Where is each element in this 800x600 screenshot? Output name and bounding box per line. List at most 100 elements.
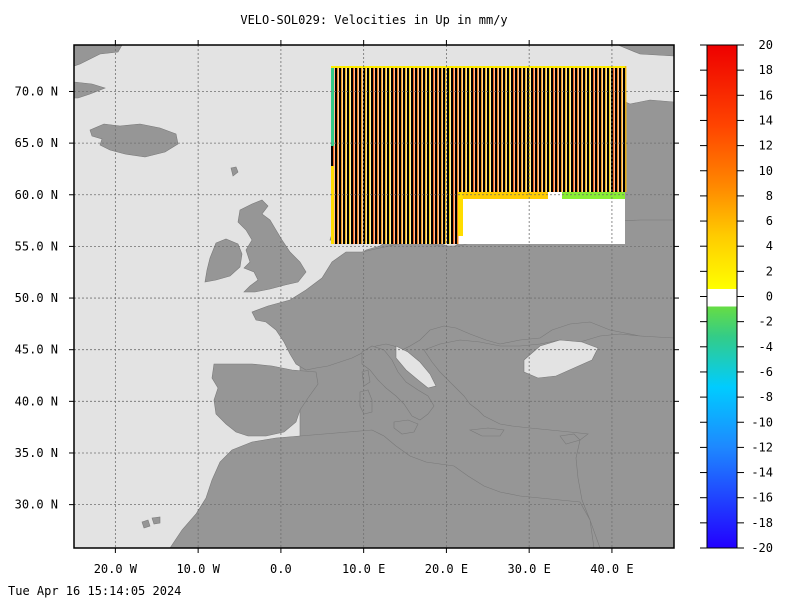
- velocity-stripe-color: [557, 66, 559, 192]
- colorbar-tick-label: 6: [766, 214, 773, 228]
- velocity-stripe-dark: [559, 66, 562, 192]
- velocity-stripe-color: [429, 66, 431, 244]
- lon-tick-label: 30.0 E: [507, 562, 550, 576]
- velocity-edge-green: [331, 66, 334, 146]
- velocity-stripe-color: [489, 66, 491, 192]
- velocity-stripe-dark: [539, 66, 542, 192]
- colorbar-tick-label: 16: [759, 88, 773, 102]
- velocity-stripe-color: [605, 66, 607, 192]
- velocity-stripe-dark: [359, 66, 362, 244]
- land-canary-islands: [141, 519, 151, 529]
- velocity-stripe-color: [469, 66, 471, 192]
- lon-tick-label: 20.0 W: [94, 562, 138, 576]
- velocity-stripe-dark: [343, 66, 346, 244]
- velocity-stripes: [331, 66, 627, 244]
- velocity-stripe-color: [553, 66, 555, 192]
- velocity-stripe-color: [497, 66, 499, 192]
- velocity-stripe-color: [413, 66, 415, 244]
- velocity-stripe-color: [601, 66, 603, 192]
- velocity-stripe-dark: [419, 66, 422, 244]
- land-canary-islands-2: [151, 516, 161, 525]
- velocity-stripe-color: [341, 66, 343, 244]
- velocity-stripe-color: [465, 66, 467, 192]
- velocity-stripe-dark: [363, 66, 366, 244]
- velocity-stripe-dark: [403, 66, 406, 244]
- velocity-stripe-dark: [547, 66, 550, 192]
- velocity-stripe-dark: [615, 66, 618, 192]
- velocity-stripe-dark: [623, 66, 626, 192]
- velocity-stripe-dark: [467, 66, 470, 192]
- velocity-stripe-dark: [407, 66, 410, 244]
- velocity-stripe-dark: [471, 66, 474, 192]
- colorbar-tick-label: 12: [759, 139, 773, 153]
- graticule: [74, 45, 674, 548]
- colorbar-tick-label: -6: [759, 365, 773, 379]
- velocity-stripe-color: [585, 66, 587, 192]
- velocity-stripe-color: [625, 66, 627, 192]
- velocity-stripe-dark: [411, 66, 414, 244]
- velocity-stripe-color: [353, 66, 355, 244]
- velocity-stripe-dark: [535, 66, 538, 192]
- velocity-stripe-color: [525, 66, 527, 192]
- velocity-stripe-color: [421, 66, 423, 244]
- lat-tick-label: 50.0 N: [15, 291, 58, 305]
- lon-tick-label: 20.0 E: [425, 562, 468, 576]
- colorbar-gradient: [707, 45, 737, 548]
- velocity-stripe-color: [417, 66, 419, 244]
- velocity-stripe-dark: [603, 66, 606, 192]
- velocity-stripe-dark: [599, 66, 602, 192]
- land-africa: [169, 429, 595, 548]
- land-sicily: [393, 419, 419, 435]
- colorbar-ticks: 20181614121086420-2-4-6-8-10-12-14-16-18…: [700, 38, 773, 555]
- velocity-stripe-color: [537, 66, 539, 192]
- velocity-stripe-dark: [387, 66, 390, 244]
- colorbar-tick-label: 4: [766, 239, 773, 253]
- land-faroe: [230, 166, 239, 177]
- velocity-stripe-color: [349, 66, 351, 244]
- velocity-stripe-dark: [375, 66, 378, 244]
- velocity-stripe-color: [405, 66, 407, 244]
- velocity-stripe-color: [513, 66, 515, 192]
- colorbar-tick-label: -18: [751, 516, 773, 530]
- velocity-stripe-color: [593, 66, 595, 192]
- velocity-stripe-dark: [351, 66, 354, 244]
- land-iceland: [89, 123, 179, 158]
- velocity-stripe-color: [433, 66, 435, 244]
- velocity-stripe-color: [369, 66, 371, 244]
- velocity-stripe-dark: [451, 66, 454, 244]
- velocity-stripe-dark: [575, 66, 578, 192]
- velocity-stripe-color: [549, 66, 551, 192]
- land-greenland: [74, 45, 123, 67]
- lat-tick-label: 30.0 N: [15, 498, 58, 512]
- velocity-stripe-dark: [455, 66, 458, 244]
- velocity-stripe-dark: [563, 66, 566, 192]
- lat-tick-label: 35.0 N: [15, 446, 58, 460]
- velocity-stripe-dark: [391, 66, 394, 244]
- velocity-stripe-color: [389, 66, 391, 244]
- velocity-stripe-color: [485, 66, 487, 192]
- velocity-stripe-dark: [511, 66, 514, 192]
- colorbar-tick-label: -20: [751, 541, 773, 555]
- colorbar-tick-label: 10: [759, 164, 773, 178]
- velocity-stripe-color: [545, 66, 547, 192]
- colorbar-tick-label: 0: [766, 290, 773, 304]
- velocity-band-yellow: [458, 192, 548, 199]
- velocity-stripe-dark: [531, 66, 534, 192]
- velocity-stripe-dark: [371, 66, 374, 244]
- colorbar-tick-label: -16: [751, 491, 773, 505]
- velocity-stripe-color: [609, 66, 611, 192]
- velocity-stripe-color: [445, 66, 447, 244]
- velocity-stripe-dark: [619, 66, 622, 192]
- velocity-stripe-dark: [587, 66, 590, 192]
- velocity-stripe-dark: [479, 66, 482, 192]
- velocity-stripe-color: [449, 66, 451, 244]
- velocity-stripe-color: [385, 66, 387, 244]
- velocity-stripe-dark: [439, 66, 442, 244]
- land-cyprus: [559, 433, 581, 445]
- velocity-field: [331, 66, 627, 244]
- colorbar-tick-label: -4: [759, 340, 773, 354]
- lat-tick-label: 65.0 N: [15, 136, 58, 150]
- colorbar-tick-label: -14: [751, 466, 773, 480]
- velocity-stripe-color: [573, 66, 575, 192]
- colorbar-tick-label: -2: [759, 315, 773, 329]
